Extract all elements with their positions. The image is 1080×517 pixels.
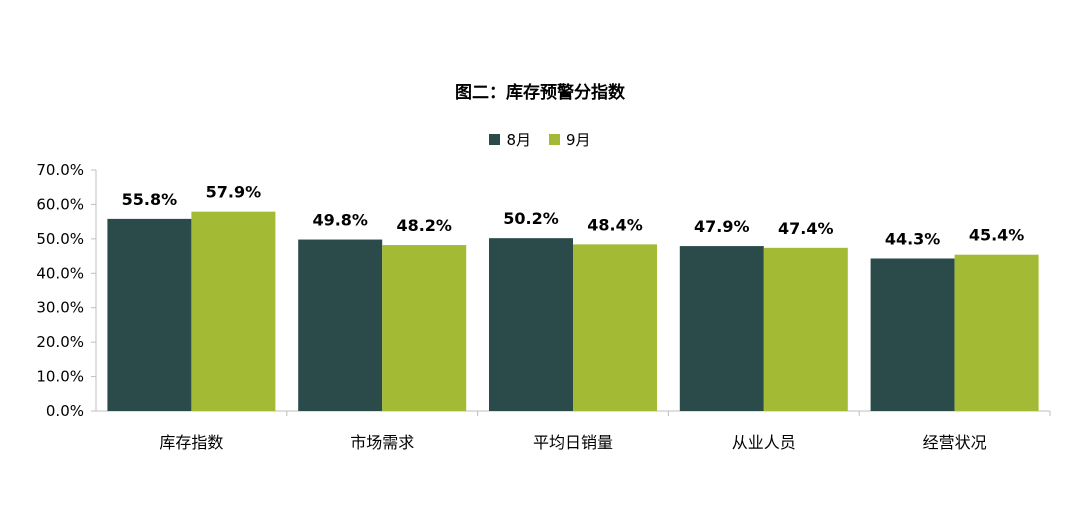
data-label-8月-库存指数: 55.8% — [122, 190, 178, 209]
bar-8月-库存指数 — [107, 218, 192, 411]
y-tick-label: 10.0% — [36, 368, 84, 386]
y-tick-label: 60.0% — [36, 195, 84, 213]
data-label-8月-经营状况: 44.3% — [885, 229, 941, 248]
bar-8月-平均日销量 — [489, 238, 573, 411]
legend-label-9月: 9月 — [566, 131, 591, 149]
y-tick-label: 0.0% — [46, 402, 84, 420]
chart-title: 图二：库存预警分指数 — [455, 83, 625, 103]
data-label-9月-从业人员: 47.4% — [778, 219, 834, 238]
y-tick-label: 50.0% — [36, 230, 84, 248]
y-tick-label: 20.0% — [36, 333, 84, 351]
data-label-9月-库存指数: 57.9% — [206, 183, 262, 202]
bar-8月-从业人员 — [679, 246, 764, 411]
data-label-9月-市场需求: 48.2% — [396, 216, 452, 235]
bar-9月-从业人员 — [763, 247, 848, 411]
data-label-8月-市场需求: 49.8% — [312, 211, 368, 230]
x-tick-label: 平均日销量 — [533, 433, 613, 452]
legend-swatch-8月 — [489, 134, 501, 145]
x-tick-label: 经营状况 — [923, 433, 987, 452]
data-label-9月-经营状况: 45.4% — [969, 226, 1025, 245]
data-label-8月-从业人员: 47.9% — [694, 217, 750, 236]
data-label-9月-平均日销量: 48.4% — [587, 215, 643, 234]
legend-label-8月: 8月 — [506, 131, 531, 149]
legend: 8月 9月 — [0, 129, 1080, 150]
bar-8月-经营状况 — [870, 258, 955, 411]
legend-item-9月: 9月 — [549, 129, 591, 150]
y-tick-label: 30.0% — [36, 299, 84, 317]
x-tick-label: 市场需求 — [350, 433, 414, 452]
bar-9月-经营状况 — [954, 254, 1039, 411]
legend-swatch-9月 — [549, 134, 560, 145]
y-tick-label: 70.0% — [36, 161, 84, 179]
data-label-8月-平均日销量: 50.2% — [503, 209, 559, 228]
bar-8月-市场需求 — [298, 239, 383, 411]
y-tick-label: 40.0% — [36, 264, 84, 282]
x-tick-label: 库存指数 — [159, 433, 223, 452]
legend-item-8月: 8月 — [489, 129, 531, 150]
bar-9月-平均日销量 — [573, 244, 657, 411]
x-tick-label: 从业人员 — [732, 433, 796, 452]
bar-9月-库存指数 — [191, 211, 276, 411]
bar-9月-市场需求 — [382, 245, 467, 411]
